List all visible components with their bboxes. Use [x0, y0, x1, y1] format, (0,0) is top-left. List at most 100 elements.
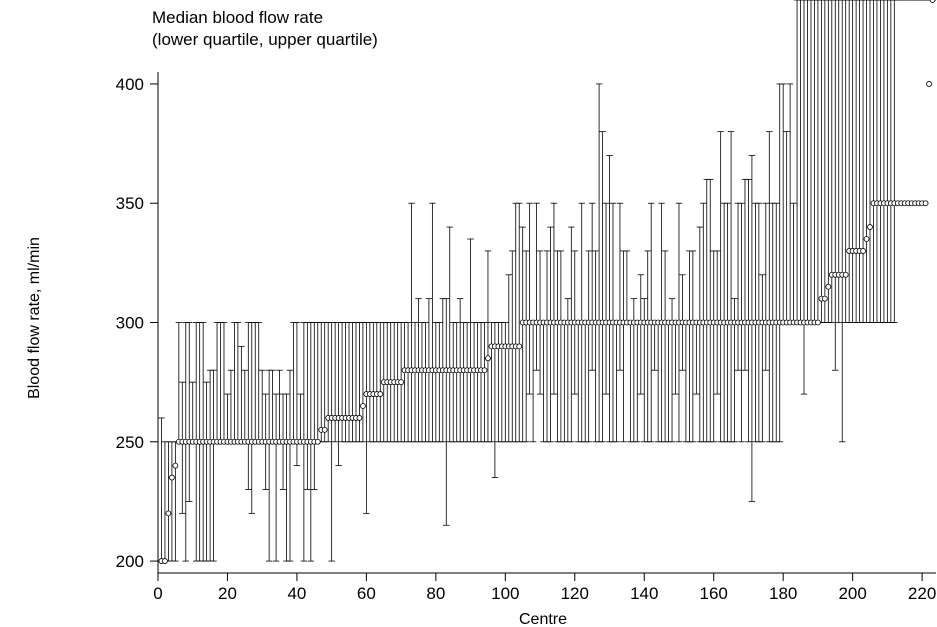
error-bar: [158, 417, 165, 562]
error-bar: [849, 0, 856, 323]
median-point: [867, 224, 873, 230]
error-bar: [356, 322, 363, 443]
chart-subtitle: (lower quartile, upper quartile): [152, 30, 378, 49]
error-bar: [366, 322, 374, 443]
error-bar: [283, 393, 290, 562]
median-point: [929, 0, 936, 3]
error-bar: [689, 250, 697, 443]
error-bar: [852, 0, 860, 323]
error-bar: [474, 322, 481, 443]
error-bar: [599, 131, 606, 443]
error-bar: [248, 322, 255, 514]
error-bar: [582, 322, 589, 443]
median-point: [321, 426, 328, 433]
median-point: [842, 271, 849, 278]
error-bar: [741, 178, 749, 371]
error-bar: [880, 0, 888, 323]
error-bar: [533, 202, 540, 371]
error-bar: [766, 131, 773, 443]
x-tick-label: 220: [908, 584, 936, 603]
error-bar: [359, 322, 367, 443]
error-bar: [807, 0, 815, 323]
error-bar: [241, 369, 249, 443]
error-bar: [436, 322, 443, 443]
error-bar: [654, 322, 662, 443]
error-bar: [290, 322, 297, 443]
error-bar: [238, 345, 245, 443]
error-bar: [797, 0, 804, 323]
error-bar: [245, 322, 252, 490]
error-bar: [411, 322, 419, 443]
error-bar: [651, 322, 658, 371]
x-tick-label: 180: [769, 584, 797, 603]
error-bar: [463, 322, 471, 443]
y-tick-label: 250: [116, 433, 144, 452]
error-bar: [477, 322, 485, 443]
error-bar: [450, 322, 457, 443]
x-tick-label: 80: [426, 584, 445, 603]
error-bar: [832, 0, 839, 371]
x-tick-label: 140: [630, 584, 658, 603]
error-bar: [793, 0, 801, 323]
error-bar: [703, 178, 710, 443]
error-bar: [696, 226, 704, 443]
error-bar: [314, 322, 321, 443]
error-bar: [467, 238, 474, 443]
median-point: [926, 81, 932, 87]
error-bar: [519, 226, 526, 443]
error-bar: [637, 274, 644, 395]
error-bar: [790, 202, 797, 323]
median-point: [165, 510, 172, 517]
error-bar: [481, 322, 488, 443]
error-bar: [512, 202, 519, 443]
error-bar: [161, 441, 169, 562]
x-tick-label: 40: [287, 584, 306, 603]
chart-title: Median blood flow rate: [152, 8, 324, 27]
error-bar: [863, 0, 870, 323]
x-tick-label: 100: [491, 584, 519, 603]
error-bar: [776, 83, 783, 443]
error-bar: [665, 322, 672, 443]
median-point: [825, 283, 832, 290]
error-bar: [627, 322, 634, 443]
error-bar: [418, 322, 426, 443]
error-bar: [172, 441, 179, 562]
error-bar: [870, 0, 877, 323]
error-bar: [585, 250, 592, 443]
error-bar: [557, 250, 565, 443]
error-bar: [887, 0, 895, 323]
x-tick-label: 120: [561, 584, 589, 603]
error-bar: [206, 369, 214, 562]
error-bar: [498, 322, 506, 443]
error-bar: [179, 381, 186, 514]
y-tick-label: 300: [116, 314, 144, 333]
error-bar: [877, 0, 884, 323]
error-bar: [304, 322, 311, 490]
error-bar: [227, 369, 235, 443]
error-bar: [814, 0, 822, 323]
error-bar: [168, 441, 176, 562]
error-bar: [543, 250, 551, 443]
error-bar: [404, 322, 412, 443]
error-bar: [529, 322, 537, 443]
error-bar: [363, 322, 370, 514]
x-tick-label: 20: [218, 584, 237, 603]
error-bar: [335, 322, 342, 467]
error-bar: [693, 322, 700, 395]
error-bar: [561, 322, 568, 443]
median-points: [158, 0, 936, 564]
error-bar: [620, 250, 627, 443]
error-bar: [804, 0, 811, 323]
median-point: [863, 236, 870, 242]
error-bar: [269, 369, 276, 443]
error-bar: [446, 226, 453, 443]
error-bar: [540, 322, 547, 443]
error-bar: [884, 0, 891, 323]
error-bar: [495, 322, 502, 443]
error-bar: [186, 322, 193, 502]
x-tick-label: 60: [357, 584, 376, 603]
error-bar: [554, 250, 561, 443]
median-point: [821, 295, 828, 302]
error-bar: [373, 322, 381, 443]
error-bar: [602, 202, 610, 395]
